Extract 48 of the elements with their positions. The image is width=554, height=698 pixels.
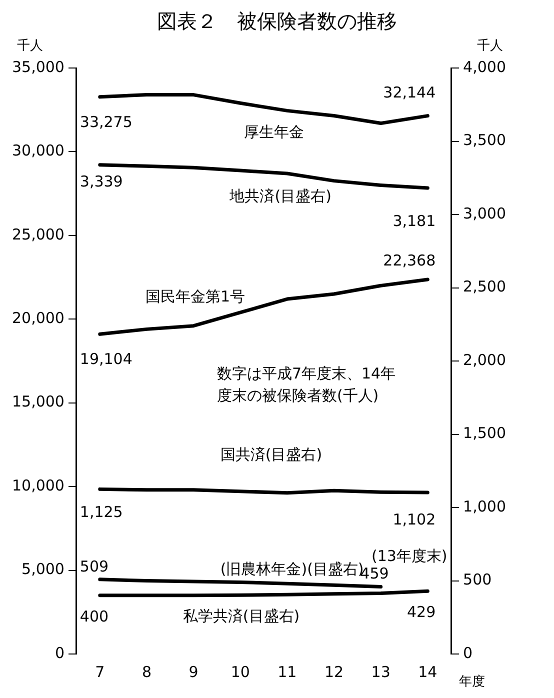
data-label: 22,368 <box>383 251 436 270</box>
data-label: 32,144 <box>383 84 436 102</box>
x-tick-label: 11 <box>278 662 297 681</box>
x-axis-title: 年度 <box>459 673 486 690</box>
series-label: 厚生年金 <box>244 122 304 141</box>
data-label: 400 <box>80 607 109 626</box>
data-label: 33,275 <box>80 112 132 131</box>
y-tick-label: 10,000 <box>12 476 64 494</box>
y2-tick-label: 2,000 <box>463 350 506 369</box>
series-label: 私学共済(目盛右) <box>182 607 300 626</box>
data-label: 509 <box>80 557 109 576</box>
data-label: 1,102 <box>392 510 436 528</box>
x-tick-label: 13 <box>371 662 390 681</box>
y2-tick-label: 3,000 <box>463 204 506 222</box>
x-tick-label: 14 <box>418 662 438 681</box>
x-tick-label: 8 <box>142 662 152 681</box>
y2-tick-label: 1,000 <box>463 497 506 516</box>
data-label: 19,104 <box>80 350 132 368</box>
y2-axis-title: 千人 <box>477 38 503 54</box>
x-tick-label: 9 <box>188 662 198 681</box>
series-label: (旧農林年金)(目盛右) <box>220 560 364 578</box>
series-label: 国民年金第1号 <box>145 288 245 306</box>
x-tick-label: 7 <box>95 662 105 681</box>
annotation: (13年度末) <box>371 547 448 566</box>
y2-tick-label: 1,500 <box>463 424 506 442</box>
y-tick-label: 15,000 <box>12 392 64 411</box>
data-label: 429 <box>407 603 436 622</box>
y2-tick-label: 3,500 <box>463 131 506 150</box>
y2-tick-label: 2,500 <box>463 278 506 296</box>
x-tick-label: 10 <box>230 662 250 681</box>
y2-tick-label: 500 <box>463 570 492 589</box>
y2-tick-label: 0 <box>463 644 473 662</box>
data-label: 3,339 <box>80 172 123 191</box>
y-tick-label: 20,000 <box>12 309 64 328</box>
data-label: 1,125 <box>80 503 123 522</box>
y2-tick-label: 4,000 <box>463 58 506 76</box>
series-label: 国共済(目盛右) <box>220 445 322 464</box>
y-tick-label: 25,000 <box>12 225 64 244</box>
y-tick-label: 35,000 <box>12 58 64 76</box>
y-tick-label: 30,000 <box>12 142 64 160</box>
series-label: 地共済(目盛右) <box>228 187 332 206</box>
x-tick-label: 12 <box>324 662 344 681</box>
y-tick-label: 5,000 <box>22 560 64 578</box>
y-tick-label: 0 <box>54 644 64 662</box>
annotation: 数字は平成7年度末、14年度末の被保険者数(千人) <box>216 364 396 404</box>
chart-title: 図表２ 被保険者数の推移 <box>156 8 398 35</box>
data-label: 3,181 <box>392 212 436 230</box>
y-axis-title: 千人 <box>17 38 43 54</box>
